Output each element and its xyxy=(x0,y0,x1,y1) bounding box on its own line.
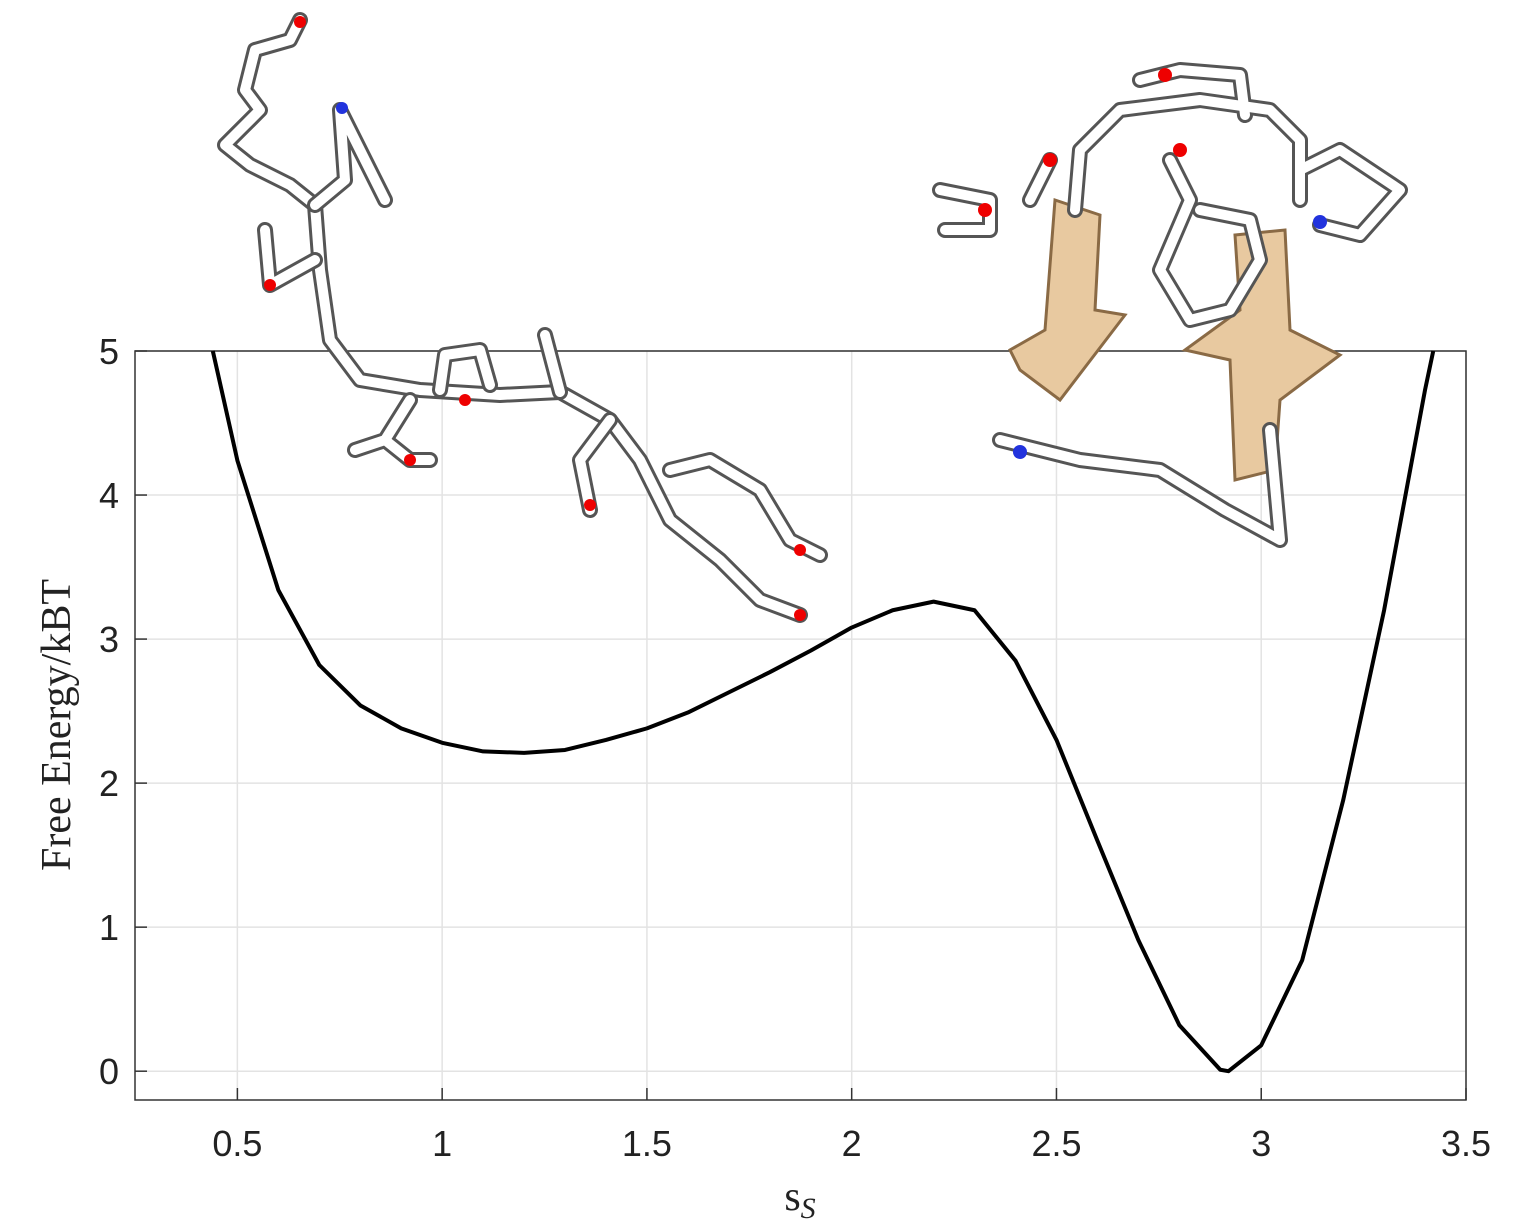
y-tick-label: 1 xyxy=(99,907,119,948)
x-tick-label: 3.5 xyxy=(1441,1123,1491,1164)
line-series xyxy=(210,350,1436,1074)
x-tick-label: 2.5 xyxy=(1031,1123,1081,1164)
x-tick-label: 0.5 xyxy=(212,1123,262,1164)
folded-hairpin xyxy=(932,62,1408,548)
x-axis-label: sS xyxy=(784,1174,815,1225)
x-tick-label: 3 xyxy=(1251,1123,1271,1164)
molecule-illustrations xyxy=(217,12,1408,623)
x-axis-label-subscript: S xyxy=(801,1192,816,1225)
y-tick-label: 0 xyxy=(99,1051,119,1092)
x-axis-label-main: s xyxy=(784,1174,800,1220)
x-tick-label: 2 xyxy=(842,1123,862,1164)
unfolded-peptide xyxy=(217,12,828,623)
plot-frame xyxy=(134,350,1467,1101)
x-tick-label: 1 xyxy=(432,1123,452,1164)
y-tick-label: 5 xyxy=(99,331,119,372)
x-tick-label: 1.5 xyxy=(622,1123,672,1164)
y-axis-label: Free Energy/kBT xyxy=(34,579,80,871)
y-tick-label: 3 xyxy=(99,619,119,660)
y-tick-label: 4 xyxy=(99,475,119,516)
y-tick-label: 2 xyxy=(99,763,119,804)
axes: 0.5 1 1.5 2 2.5 3 3.5 0 1 2 3 4 5 xyxy=(99,331,1491,1164)
